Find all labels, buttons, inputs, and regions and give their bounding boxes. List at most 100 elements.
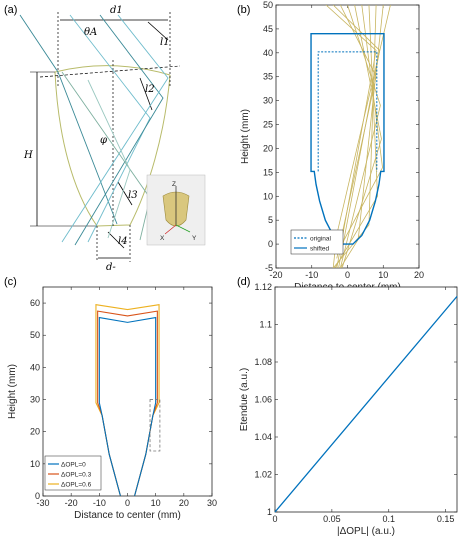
- x-tick-label: 0: [125, 498, 130, 508]
- y-tick-label: 40: [263, 48, 273, 58]
- x-tick-label: 10: [151, 498, 161, 508]
- y-tick-label: 60: [30, 298, 40, 308]
- schematic-rays: [19, 14, 169, 246]
- ray-a6: [87, 79, 131, 239]
- ray-a4: [61, 14, 169, 243]
- ray-line: [332, 5, 377, 268]
- y-tick-label: 10: [263, 191, 273, 201]
- inset-y-axis: [175, 224, 191, 233]
- panel-c-label: (c): [4, 276, 17, 288]
- series-group: [95, 304, 161, 496]
- symbol-dminus: d-: [106, 262, 116, 273]
- series-line: [98, 316, 157, 496]
- ray-line: [341, 5, 382, 268]
- panel-b-label: (b): [237, 4, 250, 16]
- reference-lines: [30, 12, 181, 262]
- plot-b: -20-1001020-505101520253035404550Distanc…: [240, 0, 424, 293]
- chord-line: [39, 65, 181, 78]
- plot-c: -30 -20 -10 0 10 20 30 0 10 20 30 40 50 60 Distance to…: [7, 286, 217, 521]
- cpc-bottom: [96, 224, 131, 227]
- y-tick-label: 1.02: [254, 470, 272, 480]
- etendue-line: [274, 295, 458, 513]
- l4-arrow: [107, 231, 125, 249]
- x-tick-label: 10: [378, 270, 388, 280]
- symbol-thetaA: θA: [84, 27, 97, 38]
- x-tick-label: -10: [305, 270, 318, 280]
- plot-d-frame: [274, 286, 458, 513]
- cpc-outline: [54, 65, 171, 227]
- y-tick-label: 30: [263, 96, 273, 106]
- inset-label-y: Y: [192, 235, 197, 242]
- cpc-top-arc: [54, 65, 171, 76]
- y-tick-label: 1.04: [254, 432, 272, 442]
- y-tick-label: 20: [263, 143, 273, 153]
- y-tick-label: 1.08: [254, 357, 272, 367]
- series-original-line: [317, 51, 378, 172]
- symbol-l4: l4: [118, 236, 128, 247]
- plot-b-frame: [275, 4, 420, 269]
- inset-x-axis: [164, 224, 177, 235]
- x-axis-label: Distance to center (mm): [74, 510, 181, 521]
- y-tick-label: 20: [30, 427, 40, 437]
- x-tick-label: 0: [272, 514, 277, 524]
- panel-d: (d) 0 0.05 0.1 0.15 1 1.02 1.04 1.06 1.08 1.1 1.12…: [237, 276, 458, 537]
- y-tick-label: -5: [265, 263, 273, 273]
- symbol-H: H: [23, 150, 33, 161]
- ray-line: [336, 5, 377, 259]
- legend-entry: original: [310, 236, 332, 243]
- ray-line: [336, 5, 383, 254]
- inset-label-x: X: [160, 235, 165, 242]
- panel-b: (b) -20-1001020-505101520253035404550Dis…: [237, 0, 424, 293]
- x-tick-label: 0.1: [382, 514, 395, 524]
- x-tick-label: 20: [414, 270, 424, 280]
- ray-a3: [74, 14, 164, 246]
- symbol-l1: l1: [160, 37, 170, 48]
- y-tick-label: 1.06: [254, 395, 272, 405]
- legend-entry: shifted: [310, 246, 330, 253]
- panel-a-label: (a): [4, 4, 17, 16]
- y-tick-label: 50: [30, 330, 40, 340]
- symbol-d1: d1: [110, 5, 123, 16]
- inset-3d: Z X Y: [146, 174, 206, 246]
- symbol-phi: φ: [100, 135, 107, 146]
- ray-a5: [61, 71, 151, 241]
- x-tick-label: 30: [207, 498, 217, 508]
- x-tick-label: -20: [65, 498, 78, 508]
- panel-c: (c) -30 -20 -10 0 10 20 30 0 10 20 30 40 50 60 Distanc…: [4, 276, 217, 521]
- ray-a1: [19, 14, 118, 225]
- y-tick-label: 15: [263, 167, 273, 177]
- symbol-l2: l2: [145, 84, 155, 95]
- legend-entry: ΔOPL=0.6: [61, 482, 92, 489]
- y-tick-label: 25: [263, 120, 273, 130]
- cpc-right-wall: [129, 74, 171, 226]
- ray-a2: [69, 14, 151, 243]
- x-axis-label: |ΔOPL| (a.u.): [337, 526, 395, 537]
- y-tick-label: 1.1: [259, 320, 272, 330]
- panel-a-schematic: (a): [4, 4, 206, 273]
- y-axis-label: Etendue (a.u.): [239, 368, 250, 431]
- l1-arrow: [147, 21, 169, 41]
- y-axis-label: Height (mm): [240, 109, 251, 164]
- y-tick-label: 10: [30, 459, 40, 469]
- legend-entry: ΔOPL=0: [61, 462, 86, 469]
- y-tick-label: 40: [30, 362, 40, 372]
- inset-label-z: Z: [172, 181, 176, 188]
- y-tick-label: 1: [267, 507, 272, 517]
- y-tick-label: 35: [263, 72, 273, 82]
- highlight-box: [149, 399, 161, 452]
- legend-entry: ΔOPL=0.3: [61, 472, 92, 479]
- x-tick-label: -10: [93, 498, 106, 508]
- y-tick-label: 5: [268, 215, 273, 225]
- series-shifted-line: [310, 32, 385, 245]
- legend-box: [290, 229, 344, 255]
- panel-d-label: (d): [237, 276, 250, 288]
- x-tick-label: 0.05: [323, 514, 341, 524]
- y-axis-label: Height (mm): [7, 364, 18, 419]
- y-tick-label: 0: [35, 491, 40, 501]
- cpc-left-wall: [54, 71, 98, 227]
- x-tick-label: 20: [179, 498, 189, 508]
- ray-line: [339, 5, 381, 268]
- symbol-l3: l3: [128, 190, 138, 201]
- x-tick-label: -20: [269, 270, 282, 280]
